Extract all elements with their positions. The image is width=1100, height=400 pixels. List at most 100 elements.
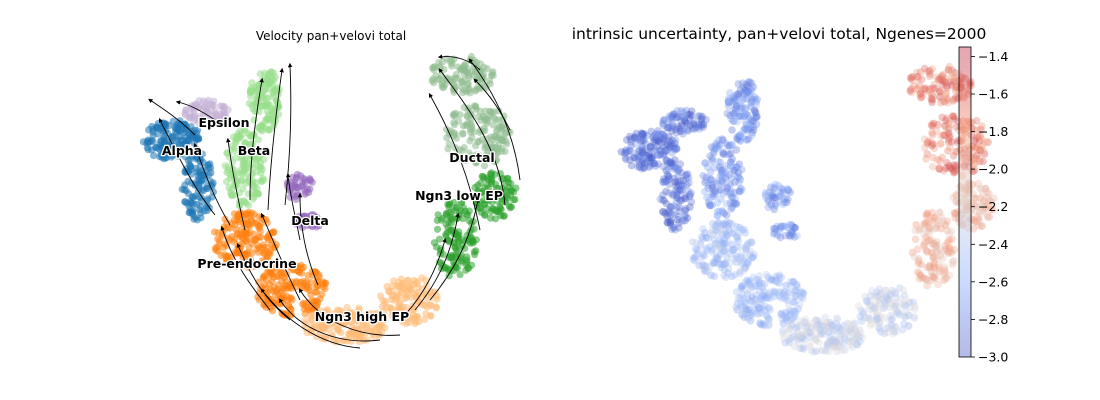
uncertainty-point — [831, 327, 839, 335]
uncertainty-point — [731, 105, 740, 113]
uncertainty-point — [952, 76, 961, 84]
uncertainty-point — [738, 310, 747, 319]
cell-point-ductal — [476, 126, 484, 134]
cell-point-alpha — [176, 127, 185, 135]
uncertainty-point — [659, 178, 667, 186]
uncertainty-point — [977, 147, 986, 155]
uncertainty-point — [928, 276, 936, 285]
uncertainty-point — [929, 119, 938, 128]
uncertainty-point — [708, 190, 716, 199]
uncertainty-point — [938, 76, 947, 85]
uncertainty-point — [788, 222, 797, 231]
uncertainty-point — [722, 139, 730, 148]
uncertainty-point — [627, 161, 636, 170]
uncertainty-point — [742, 80, 750, 89]
uncertainty-point — [633, 135, 642, 143]
velocity-streamline — [399, 237, 447, 321]
right-panel-title: intrinsic uncertainty, pan+velovi total,… — [572, 25, 987, 43]
uncertainty-point — [660, 132, 669, 141]
uncertainty-point — [677, 181, 685, 189]
uncertainty-point — [797, 293, 805, 301]
uncertainty-point — [653, 129, 661, 138]
uncertainty-point — [927, 121, 936, 130]
uncertainty-point — [972, 143, 980, 152]
uncertainty-point — [736, 223, 744, 232]
uncertainty-point — [928, 65, 936, 73]
uncertainty-point — [706, 242, 714, 251]
uncertainty-point — [792, 324, 800, 333]
cluster-label-ngn3-high-ep: Ngn3 high EP — [315, 309, 409, 324]
uncertainty-point — [622, 147, 630, 155]
uncertainty-point — [716, 180, 724, 188]
cell-point-pre-endocrine — [273, 287, 281, 295]
uncertainty-point — [727, 97, 736, 106]
uncertainty-point — [662, 166, 670, 175]
uncertainty-point — [672, 145, 681, 153]
cell-point-pre-endocrine — [230, 238, 238, 246]
uncertainty-point — [881, 297, 889, 306]
uncertainty-point — [938, 76, 946, 84]
uncertainty-point — [923, 228, 931, 236]
uncertainty-point — [718, 169, 726, 177]
uncertainty-point — [725, 143, 733, 151]
uncertainty-point — [783, 293, 791, 302]
uncertainty-point — [788, 229, 796, 237]
cell-point-alpha — [152, 144, 160, 152]
uncertainty-point — [761, 188, 770, 197]
uncertainty-point — [719, 175, 728, 183]
uncertainty-point — [940, 77, 949, 86]
uncertainty-point — [764, 196, 772, 204]
uncertainty-point — [649, 134, 658, 143]
uncertainty-point — [680, 213, 689, 222]
uncertainty-point — [876, 328, 885, 336]
cell-point-alpha — [169, 133, 177, 141]
uncertainty-point — [976, 132, 985, 140]
uncertainty-point — [740, 104, 748, 112]
uncertainty-point — [753, 95, 761, 104]
uncertainty-point — [715, 136, 723, 144]
uncertainty-point — [726, 259, 734, 267]
uncertainty-point — [741, 301, 749, 310]
uncertainty-point — [749, 83, 757, 91]
uncertainty-point — [912, 221, 920, 229]
cell-point-ngn3-high-ep — [333, 306, 341, 314]
cell-point-ngn3-high-ep — [378, 303, 386, 311]
uncertainty-point — [631, 133, 639, 141]
uncertainty-point — [647, 155, 656, 163]
uncertainty-point — [861, 313, 869, 322]
uncertainty-point — [726, 111, 734, 120]
uncertainty-point — [699, 250, 707, 258]
uncertainty-point — [883, 293, 891, 302]
uncertainty-point — [684, 127, 692, 135]
uncertainty-point — [681, 211, 690, 220]
uncertainty-point — [773, 231, 782, 239]
colorbar-tick-label: −2.0 — [978, 162, 1008, 177]
uncertainty-point — [750, 93, 759, 102]
uncertainty-point — [666, 143, 674, 152]
uncertainty-point — [878, 295, 887, 304]
uncertainty-point — [659, 178, 668, 187]
uncertainty-point — [724, 222, 733, 230]
uncertainty-point — [728, 193, 736, 202]
velocity-streamline — [438, 68, 506, 206]
cell-point-beta — [228, 142, 236, 150]
uncertainty-point — [675, 187, 684, 195]
uncertainty-point — [786, 311, 794, 319]
uncertainty-point — [776, 188, 785, 196]
uncertainty-point — [762, 270, 771, 279]
uncertainty-point — [756, 309, 765, 317]
uncertainty-point — [727, 174, 735, 182]
uncertainty-point — [748, 96, 757, 105]
uncertainty-point — [951, 93, 960, 102]
uncertainty-point — [642, 158, 651, 166]
uncertainty-point — [831, 339, 840, 347]
uncertainty-point — [952, 197, 961, 205]
uncertainty-point — [665, 172, 673, 181]
uncertainty-point — [704, 184, 712, 193]
uncertainty-point — [932, 243, 940, 252]
uncertainty-point — [738, 226, 747, 234]
uncertainty-point — [818, 346, 827, 355]
uncertainty-point — [653, 142, 661, 151]
uncertainty-point — [913, 68, 921, 77]
